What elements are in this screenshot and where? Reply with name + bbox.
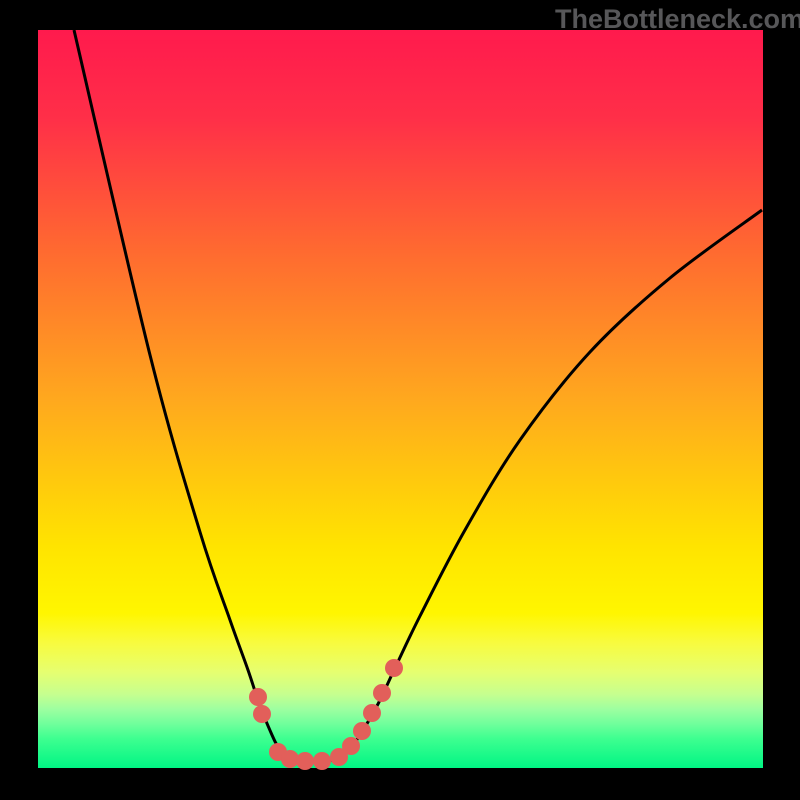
- chart-stage: TheBottleneck.com: [0, 0, 800, 800]
- gradient-panel: [38, 30, 763, 768]
- watermark-text: TheBottleneck.com: [555, 4, 800, 35]
